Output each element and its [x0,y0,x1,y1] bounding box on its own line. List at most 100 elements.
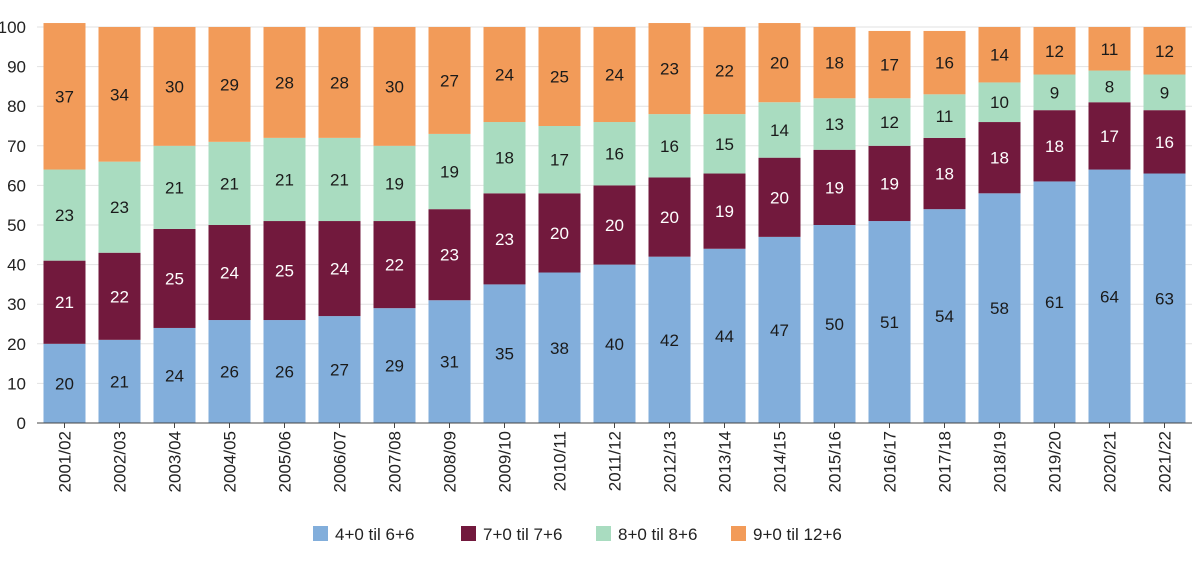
bar-segment [373,221,416,309]
bar-segment [593,27,636,123]
legend-swatch [313,526,328,541]
data-label: 23 [440,246,459,265]
bar-segment [648,114,691,178]
data-label: 21 [330,170,349,189]
x-tick-label: 2012/13 [661,431,680,492]
data-label: 24 [495,66,514,85]
bar-segment [263,221,306,321]
bar-segment [538,272,581,423]
bar-segment [703,114,746,174]
data-label: 27 [440,71,459,90]
data-label: 30 [385,77,404,96]
y-tick-label: 10 [7,374,26,393]
x-tick-label: 2007/08 [386,431,405,492]
data-label: 17 [550,151,569,170]
x-tick-label: 2016/17 [881,431,900,492]
data-label: 40 [605,335,624,354]
x-tick-label: 2005/06 [276,431,295,492]
bar-segment [428,300,471,423]
data-label: 19 [825,178,844,197]
bar-segment [978,122,1021,194]
bar-segment [923,94,966,138]
bar-segment [428,209,471,301]
bar-segment [208,225,251,321]
data-label: 8 [1105,77,1114,96]
data-label: 34 [110,85,129,104]
legend: 4+0 til 6+6 7+0 til 7+6 8+0 til 8+6 9+0 til… [313,525,842,544]
data-label: 25 [275,262,294,281]
data-label: 18 [990,149,1009,168]
bar-segment [813,27,856,99]
bar-segment [318,221,361,317]
x-tick-label: 2008/09 [441,431,460,492]
data-label: 21 [110,372,129,391]
data-label: 22 [715,62,734,81]
legend-swatch [596,526,611,541]
bar-segment [758,23,801,103]
x-tick-label: 2004/05 [221,431,240,492]
bar-segment [153,228,196,328]
bar-segment [703,27,746,115]
data-label: 28 [330,73,349,92]
bar-segment [1143,27,1186,75]
data-label: 29 [220,75,239,94]
bar-segment [318,316,361,423]
bar-segment [98,252,141,340]
data-label: 26 [275,363,294,382]
legend-swatch [461,526,476,541]
data-label: 35 [495,345,514,364]
legend-label: 7+0 til 7+6 [483,525,562,544]
data-label: 22 [385,256,404,275]
bar-segment [593,185,636,265]
bar-segment [758,236,801,423]
data-label: 19 [385,174,404,193]
bar-segment [538,193,581,273]
data-label: 16 [1155,133,1174,152]
bar-segment [428,133,471,210]
bar-segment [923,30,966,95]
y-tick-label: 90 [7,58,26,77]
bar-segment [923,209,966,423]
x-tick-label: 2009/10 [496,431,515,492]
bar-segment [538,126,581,194]
x-tick-label: 2017/18 [936,431,955,492]
data-label: 18 [935,165,954,184]
bar-segment [1088,27,1131,71]
bar-segment [813,149,856,225]
bar-segment [263,320,306,423]
data-label: 58 [990,299,1009,318]
bar-segment [1088,70,1131,103]
bar-segment [98,339,141,423]
x-tick-label: 2018/19 [991,431,1010,492]
data-label: 37 [55,87,74,106]
bar-segment [1143,74,1186,111]
data-label: 18 [495,149,514,168]
y-tick-label: 0 [17,414,26,433]
bar-segment [648,177,691,257]
x-tick-label: 2013/14 [716,431,735,492]
data-label: 51 [880,313,899,332]
data-label: 20 [550,224,569,243]
data-label: 12 [880,113,899,132]
bar-segment [483,27,526,123]
data-label: 22 [110,287,129,306]
data-label: 23 [495,230,514,249]
bar-segment [43,343,86,423]
data-label: 42 [660,331,679,350]
x-tick-label: 2006/07 [331,431,350,492]
x-tick-label: 2010/11 [551,431,570,491]
bar-segment [373,308,416,423]
data-label: 21 [165,178,184,197]
bar-segment [153,145,196,229]
data-label: 47 [770,321,789,340]
data-label: 29 [385,357,404,376]
data-label: 31 [440,353,459,372]
bar-segment [373,27,416,146]
data-label: 25 [550,68,569,87]
data-label: 12 [1045,42,1064,61]
bar-segment [703,173,746,249]
data-label: 16 [605,145,624,164]
bar-segment [43,23,86,170]
x-tick-label: 2011/12 [606,431,625,491]
